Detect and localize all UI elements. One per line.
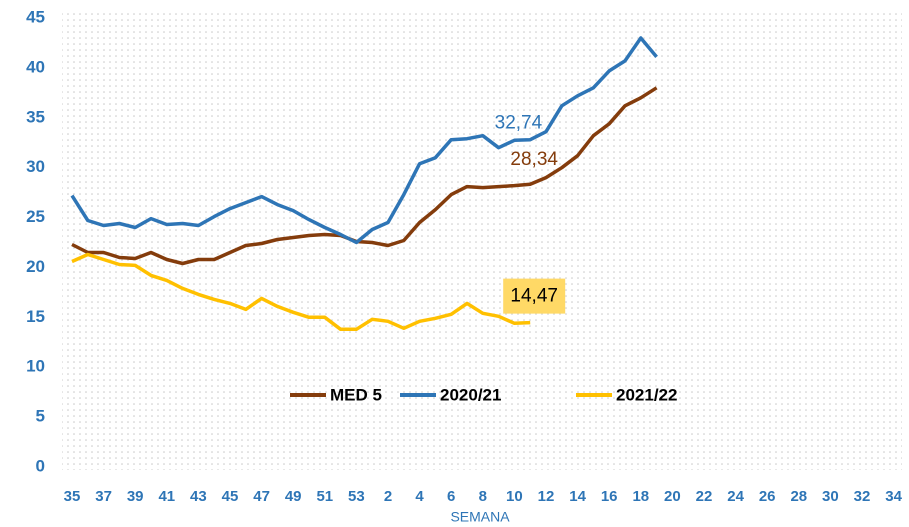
- x-tick-label: 45: [222, 488, 239, 505]
- x-tick-label: 4: [415, 488, 424, 505]
- data-label: 28,34: [510, 149, 558, 170]
- y-tick-label: 20: [26, 257, 45, 276]
- x-tick-label: 18: [632, 488, 649, 505]
- series-line: [71, 86, 658, 266]
- y-tick-label: 5: [36, 407, 45, 426]
- x-tick-label: 28: [790, 488, 807, 505]
- x-tick-label: 35: [64, 488, 81, 505]
- x-axis-label: SEMANA: [450, 509, 510, 525]
- x-tick-label: 43: [190, 488, 207, 505]
- legend-label: 2020/21: [440, 385, 501, 404]
- x-tick-label: 12: [538, 488, 555, 505]
- x-tick-label: 26: [759, 488, 776, 505]
- series-line: [70, 36, 658, 245]
- x-tick-label: 34: [885, 488, 902, 505]
- x-tick-label: 6: [447, 488, 455, 505]
- x-tick-label: 49: [285, 488, 302, 505]
- legend-label: 2021/22: [616, 385, 677, 404]
- y-tick-label: 45: [26, 7, 45, 26]
- x-tick-label: 20: [664, 488, 681, 505]
- series-line: [71, 252, 531, 332]
- y-tick-label: 10: [26, 357, 45, 376]
- x-tick-label: 22: [696, 488, 713, 505]
- x-tick-label: 51: [316, 488, 333, 505]
- x-tick-label: 16: [601, 488, 618, 505]
- x-tick-label: 37: [95, 488, 112, 505]
- plot-background: [62, 10, 902, 470]
- y-tick-label: 35: [26, 107, 45, 126]
- y-tick-label: 0: [36, 456, 45, 475]
- label-highlight: [503, 278, 566, 314]
- y-tick-label: 25: [26, 207, 45, 226]
- x-tick-label: 41: [158, 488, 175, 505]
- x-tick-label: 14: [569, 488, 586, 505]
- x-tick-label: 2: [384, 488, 392, 505]
- x-tick-label: 10: [506, 488, 523, 505]
- y-tick-label: 40: [26, 57, 45, 76]
- x-tick-label: 53: [348, 488, 365, 505]
- x-tick-label: 8: [479, 488, 487, 505]
- x-tick-label: 32: [854, 488, 871, 505]
- y-tick-label: 15: [26, 307, 45, 326]
- data-label: 14,47: [510, 286, 558, 307]
- x-tick-label: 47: [253, 488, 270, 505]
- x-tick-label: 24: [727, 488, 744, 505]
- y-tick-label: 30: [26, 157, 45, 176]
- x-tick-label: 30: [822, 488, 839, 505]
- legend-label: MED 5: [330, 385, 382, 404]
- data-label: 32,74: [495, 112, 543, 133]
- x-tick-label: 39: [127, 488, 144, 505]
